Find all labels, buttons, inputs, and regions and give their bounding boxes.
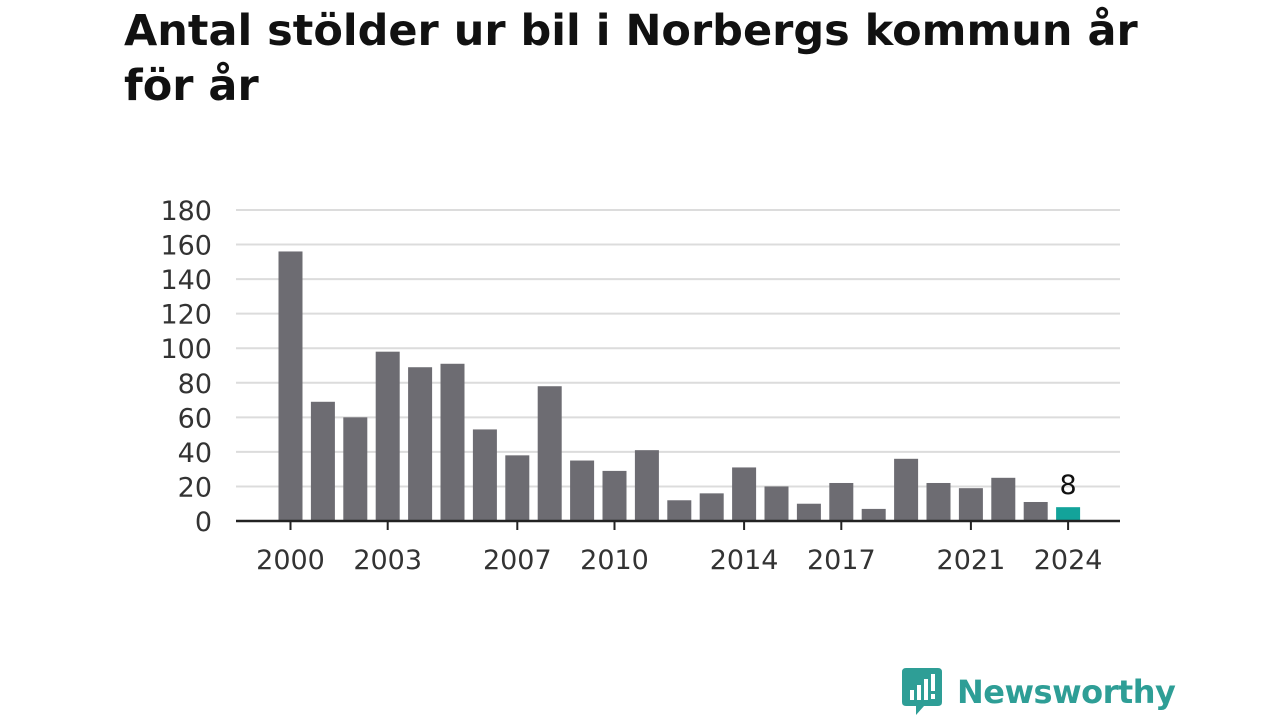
bar-2013 — [699, 493, 724, 521]
y-tick-label-20: 20 — [178, 472, 212, 503]
bar-2002 — [343, 417, 368, 521]
y-tick-label-180: 180 — [160, 196, 212, 227]
newsworthy-logo-icon — [902, 668, 942, 715]
y-tick-label-40: 40 — [178, 438, 212, 469]
chart-title: Antal stölder ur bil i Norbergs kommun å… — [124, 6, 1138, 111]
bar-2011 — [634, 450, 659, 521]
bar-2008 — [537, 386, 562, 521]
y-tick-label-120: 120 — [160, 300, 212, 331]
x-tick-label-2010: 2010 — [580, 545, 649, 576]
bar-2003 — [375, 351, 400, 521]
bar-2024 — [1056, 507, 1081, 521]
bar-2007 — [505, 455, 530, 521]
bar-2010 — [602, 470, 627, 521]
bar-2004 — [408, 367, 433, 521]
bar-2005 — [440, 363, 465, 521]
brand-name: Newsworthy — [957, 673, 1176, 711]
newsworthy-logo: Newsworthy — [902, 668, 1176, 715]
x-tick-label-2003: 2003 — [353, 545, 422, 576]
bars — [278, 251, 1081, 521]
x-tick-label-2000: 2000 — [256, 545, 325, 576]
bar-2022 — [991, 477, 1016, 521]
y-tick-label-80: 80 — [178, 369, 212, 400]
x-axis-labels: 2000 2003 2007 2010 2014 2017 2021 2024 — [256, 545, 1102, 576]
x-tick-label-2017: 2017 — [807, 545, 876, 576]
bar-2023 — [1023, 501, 1048, 521]
bar-2021 — [958, 488, 983, 521]
x-tick-label-2021: 2021 — [937, 545, 1006, 576]
bar-2019 — [894, 458, 919, 521]
bar-2000 — [278, 251, 303, 521]
bar-2016 — [796, 503, 821, 521]
bar-2001 — [310, 401, 335, 521]
data-label-2024: 8 — [1060, 470, 1077, 501]
y-tick-label-60: 60 — [178, 403, 212, 434]
y-tick-label-140: 140 — [160, 265, 212, 296]
annotations: 8 — [1060, 470, 1077, 501]
bar-2018 — [861, 508, 886, 521]
x-axis-ticks — [289, 521, 1070, 530]
x-tick-label-2014: 2014 — [710, 545, 779, 576]
y-tick-label-100: 100 — [160, 334, 212, 365]
bar-2012 — [667, 500, 692, 521]
bar-2017 — [829, 482, 854, 521]
x-tick-label-2024: 2024 — [1034, 545, 1103, 576]
y-tick-label-160: 160 — [160, 231, 212, 262]
bar-2015 — [764, 486, 789, 521]
bar-2014 — [732, 467, 757, 521]
y-tick-label-0: 0 — [195, 507, 212, 538]
bar-2009 — [570, 460, 595, 521]
bar-2020 — [926, 482, 951, 521]
bar-2006 — [472, 429, 497, 521]
gridlines — [236, 209, 1120, 488]
x-tick-label-2007: 2007 — [483, 545, 552, 576]
